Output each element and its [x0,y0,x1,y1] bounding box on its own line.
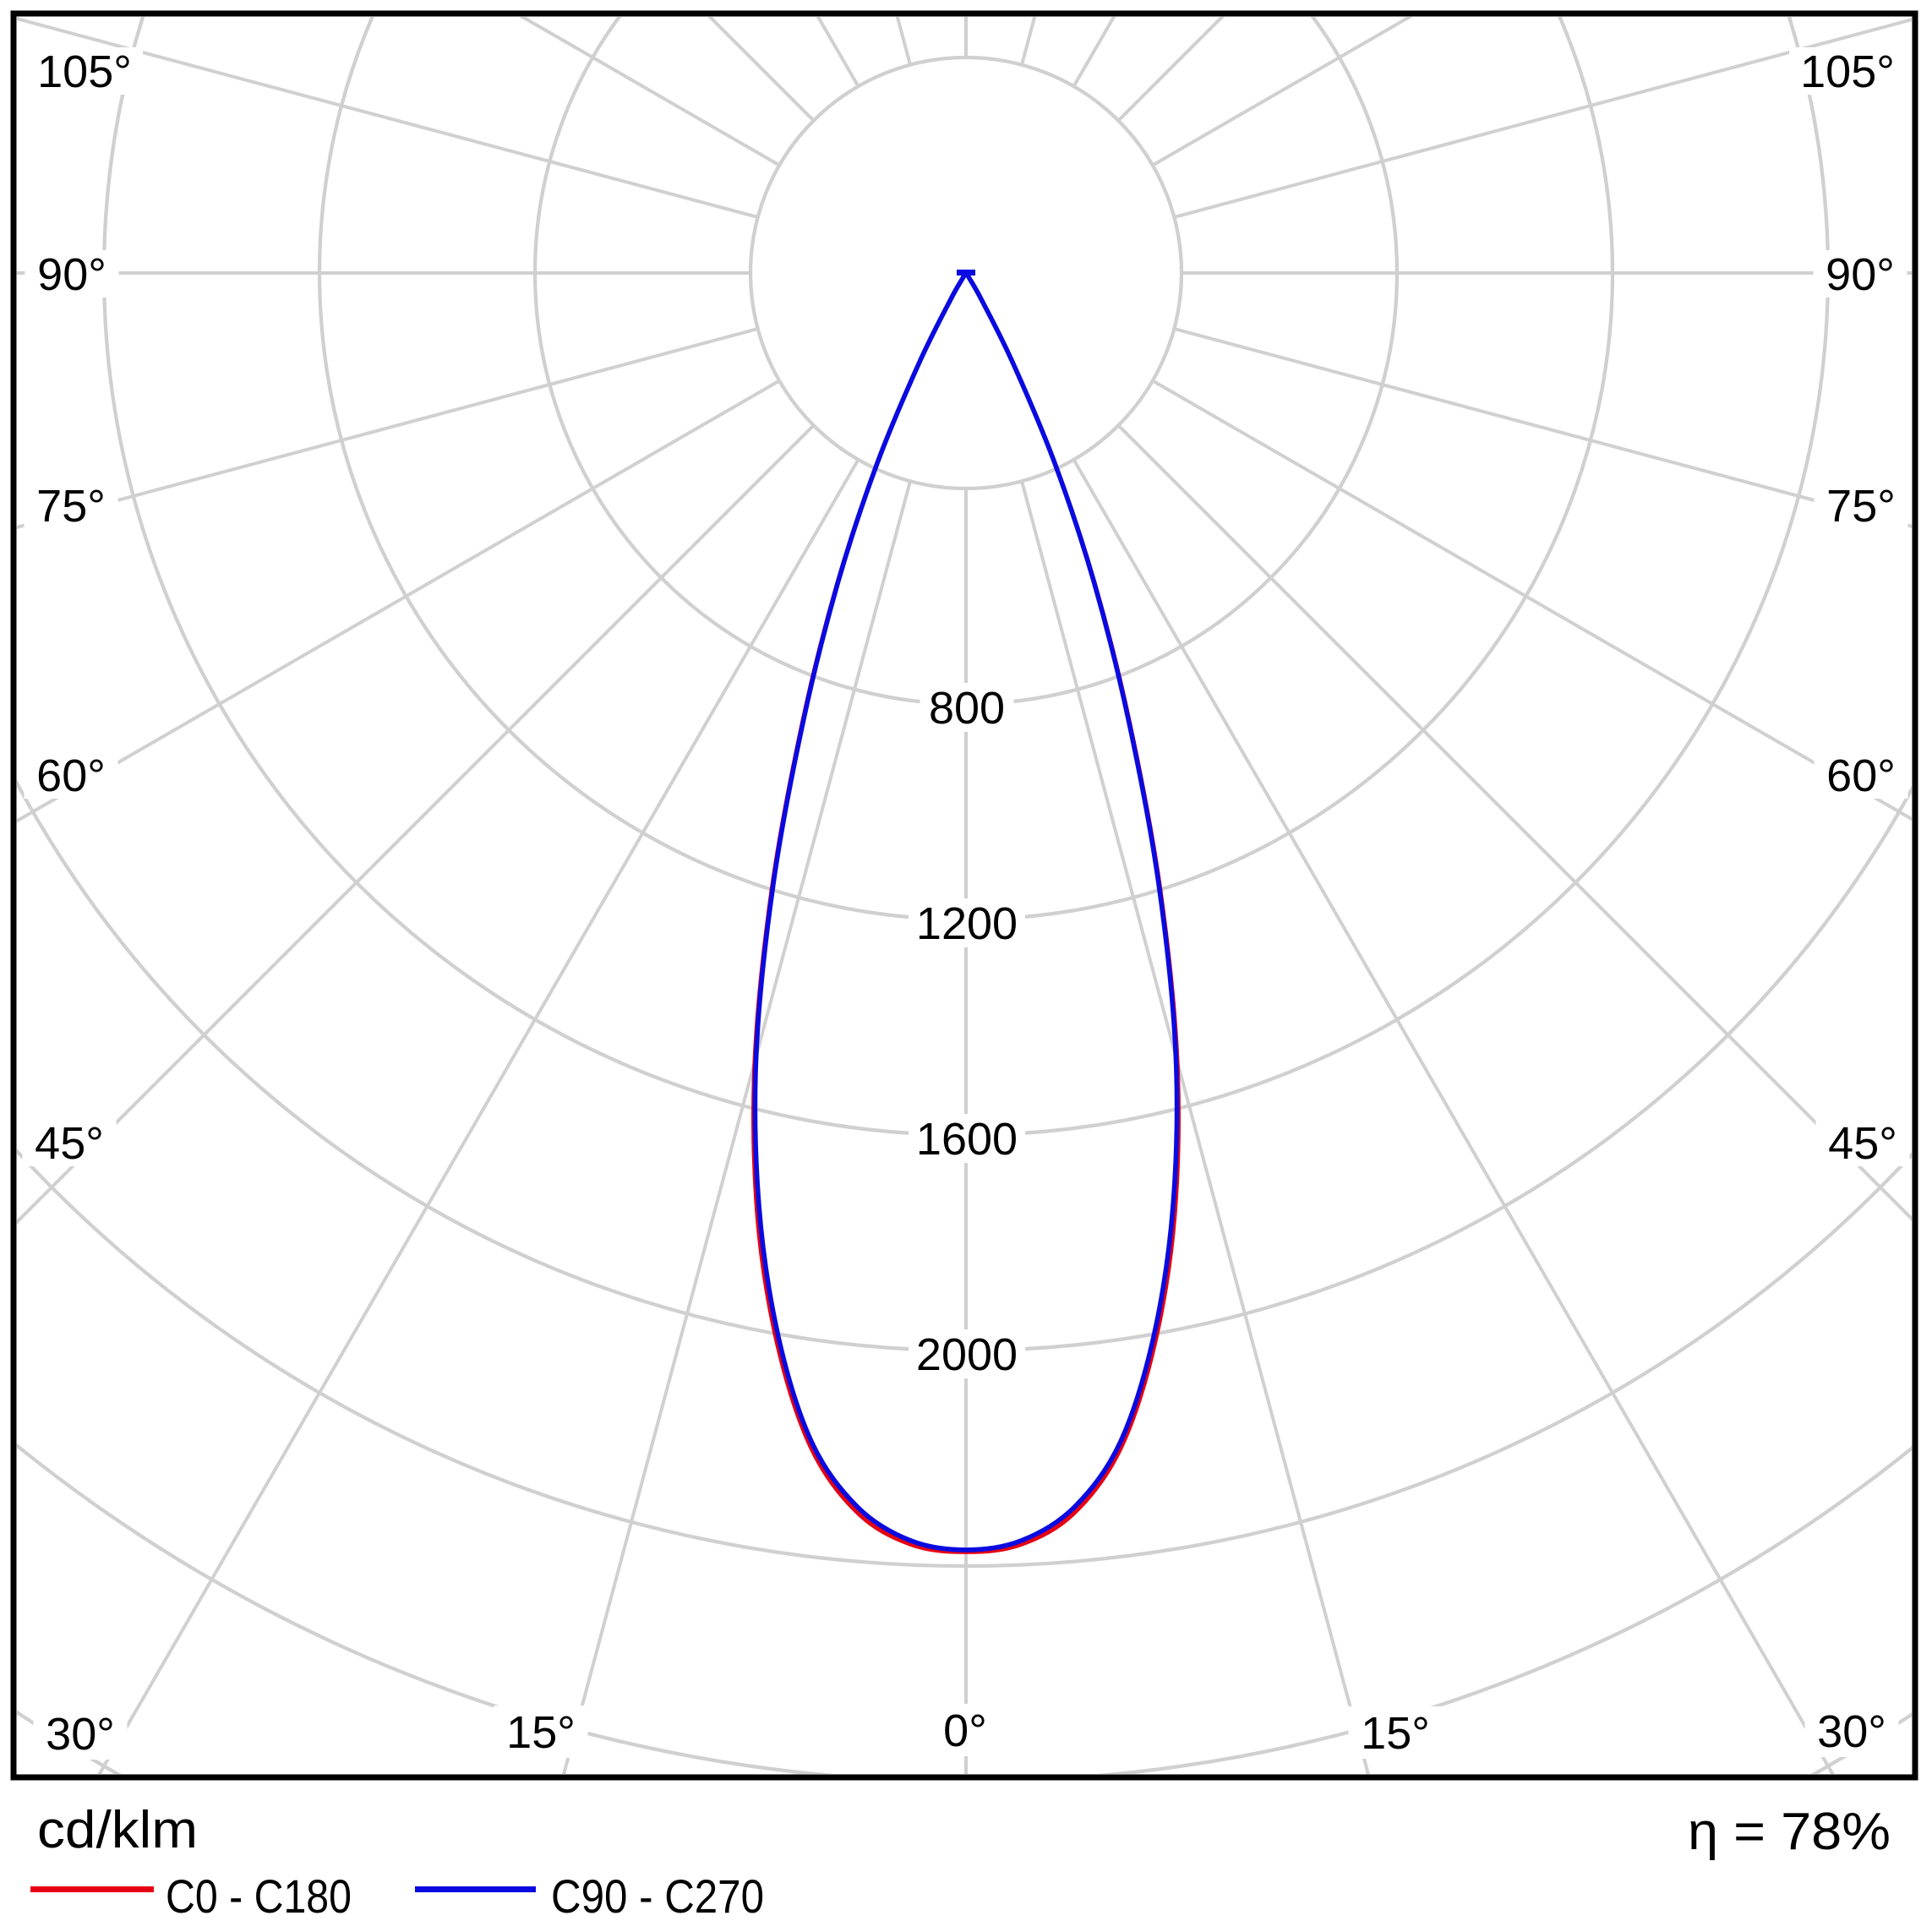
angle-label-mask [33,1707,128,1760]
angle-label: 90° [37,249,106,300]
grid-spoke [519,17,781,167]
radial-tick-label-mask [909,1329,1025,1378]
grid-spoke [1173,327,1912,528]
grid-spoke [562,480,912,1774]
grid-spoke [1020,17,1037,66]
grid-spoke [17,327,759,529]
angle-label: 30° [1817,1706,1886,1757]
radial-tick-label: 1600 [916,1114,1018,1165]
angle-label: 15° [1361,1708,1430,1759]
angle-label-mask [24,751,118,799]
angle-label: 75° [36,481,106,532]
curve-tip-cap [957,270,975,276]
unit-label: cd/klm [37,1801,198,1859]
radial-tick-label-mask [920,683,1014,732]
legend: C0 - C180 C90 - C270 [30,1869,764,1923]
angle-label: 0° [943,1706,987,1756]
grid-spoke [17,17,759,219]
angle-label-mask [1348,1706,1443,1759]
angle-label: 45° [35,1118,104,1169]
angle-label-mask [1814,482,1908,529]
angle-label: 90° [1826,249,1895,300]
radial-tick-label-mask [909,898,1025,947]
grid-spoke [1151,17,1413,167]
curve-c90-c270 [752,270,1180,1553]
angle-label: 30° [46,1709,115,1760]
angle-label: 105° [1800,46,1895,97]
grid-spoke [1173,18,1912,219]
angle-label-mask [1813,250,1907,297]
efficiency-label: η = 78% [1688,1803,1891,1861]
radial-tick-label: 800 [929,683,1005,734]
legend-item-label: C0 - C180 [166,1869,352,1923]
angle-label-mask [24,482,118,529]
angle-label: 60° [1826,750,1896,801]
radial-tick-label: 2000 [916,1329,1018,1380]
intensity-curves [751,270,1181,1554]
axis-labels: 0° 15° 15° 30° 30° 45° 45° 60° 60° 75° 75° 90° 90° 10… [22,46,1910,1760]
angle-label: 105° [37,46,132,97]
legend-swatch [415,1886,536,1892]
grid-spoke [17,423,816,1225]
angle-label-mask [930,1704,1001,1756]
legend-swatch [30,1886,154,1892]
grid-spoke [1116,423,1912,1221]
legend-item-label: C90 - C270 [551,1869,764,1923]
grid-spoke [895,17,912,66]
grid-spoke [97,458,860,1774]
angle-label-mask [1815,1119,1910,1166]
angle-label-mask [1789,47,1906,95]
angle-label-mask [1814,751,1908,799]
angle-label-mask [25,250,119,297]
grid-spoke [17,379,781,823]
grid-spoke [1020,480,1370,1774]
plot-frame [10,10,1918,1781]
grid-spoke [1072,458,1835,1774]
angle-label-mask [494,1706,588,1758]
angle-label-mask [22,1119,117,1166]
angle-label: 15° [506,1707,576,1758]
angle-label-mask [26,47,143,95]
angle-label-mask [1804,1705,1899,1757]
angle-label: 45° [1828,1118,1897,1169]
angle-label: 60° [36,750,106,801]
angle-label: 75° [1826,481,1896,532]
radial-tick-label-mask [909,1114,1025,1163]
radial-tick-label: 1200 [916,898,1018,949]
grid-spoke [1151,379,1912,821]
